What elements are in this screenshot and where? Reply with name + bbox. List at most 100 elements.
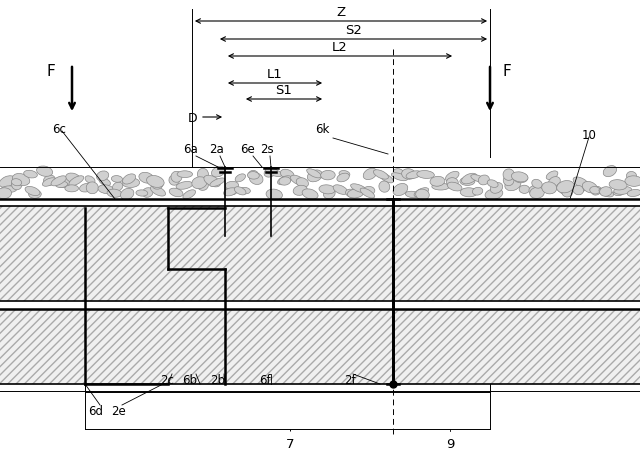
Ellipse shape <box>280 170 294 180</box>
Text: 6e: 6e <box>239 143 254 156</box>
Ellipse shape <box>307 169 321 178</box>
Ellipse shape <box>379 173 394 183</box>
Ellipse shape <box>136 190 148 197</box>
Ellipse shape <box>25 187 40 196</box>
Text: 2b: 2b <box>211 373 225 386</box>
Ellipse shape <box>379 181 390 193</box>
Text: L2: L2 <box>332 41 348 54</box>
Ellipse shape <box>351 184 367 193</box>
Ellipse shape <box>532 180 542 189</box>
Ellipse shape <box>445 172 459 182</box>
Ellipse shape <box>406 171 422 179</box>
Ellipse shape <box>150 187 166 197</box>
Bar <box>0 206 640 301</box>
Text: 6d: 6d <box>88 404 104 417</box>
Ellipse shape <box>183 190 196 200</box>
Ellipse shape <box>223 188 237 196</box>
Ellipse shape <box>123 175 136 185</box>
Ellipse shape <box>324 189 335 199</box>
Text: 6b: 6b <box>182 373 198 386</box>
Ellipse shape <box>98 185 114 194</box>
Ellipse shape <box>85 176 95 184</box>
Ellipse shape <box>541 182 557 194</box>
Ellipse shape <box>430 177 445 187</box>
Ellipse shape <box>291 176 305 186</box>
Text: 10: 10 <box>582 129 597 142</box>
Ellipse shape <box>460 178 475 186</box>
Ellipse shape <box>478 175 490 186</box>
Ellipse shape <box>171 172 182 183</box>
Text: F: F <box>46 64 55 79</box>
Text: 2a: 2a <box>209 143 223 156</box>
Ellipse shape <box>86 182 99 194</box>
Ellipse shape <box>415 190 429 200</box>
Ellipse shape <box>225 182 239 190</box>
Ellipse shape <box>373 170 388 180</box>
Ellipse shape <box>582 182 597 194</box>
Ellipse shape <box>393 169 403 175</box>
Ellipse shape <box>29 191 41 199</box>
Text: 2e: 2e <box>111 404 125 417</box>
Ellipse shape <box>614 187 632 195</box>
Text: 6c: 6c <box>52 123 66 136</box>
Ellipse shape <box>402 169 415 180</box>
Ellipse shape <box>519 186 529 194</box>
Text: 6f: 6f <box>259 373 271 386</box>
Text: L1: L1 <box>267 68 283 81</box>
Ellipse shape <box>514 174 528 183</box>
Text: S1: S1 <box>276 84 292 97</box>
Ellipse shape <box>176 182 193 190</box>
Ellipse shape <box>12 174 29 186</box>
Text: Z: Z <box>337 6 346 19</box>
Ellipse shape <box>414 188 429 197</box>
Ellipse shape <box>248 172 259 180</box>
Ellipse shape <box>557 184 573 196</box>
Ellipse shape <box>339 171 350 178</box>
Text: 6a: 6a <box>182 143 197 156</box>
Ellipse shape <box>573 178 589 189</box>
Ellipse shape <box>348 189 364 199</box>
Ellipse shape <box>530 188 545 199</box>
Ellipse shape <box>433 180 444 187</box>
Ellipse shape <box>66 174 81 184</box>
Ellipse shape <box>562 187 573 198</box>
Ellipse shape <box>447 178 458 188</box>
Ellipse shape <box>392 173 408 181</box>
Ellipse shape <box>169 189 183 197</box>
Bar <box>0 309 640 384</box>
Ellipse shape <box>460 188 477 197</box>
Ellipse shape <box>113 183 123 192</box>
Ellipse shape <box>503 176 514 186</box>
Ellipse shape <box>625 176 640 187</box>
Ellipse shape <box>472 188 483 196</box>
Ellipse shape <box>51 176 67 187</box>
Ellipse shape <box>111 176 122 183</box>
Ellipse shape <box>393 184 408 196</box>
Ellipse shape <box>417 171 435 179</box>
Ellipse shape <box>529 186 543 197</box>
Text: 2f: 2f <box>344 373 356 386</box>
Text: S2: S2 <box>345 24 362 37</box>
Ellipse shape <box>600 188 612 197</box>
Ellipse shape <box>204 176 220 188</box>
Ellipse shape <box>575 185 587 194</box>
Ellipse shape <box>293 186 307 196</box>
Ellipse shape <box>24 171 37 179</box>
Ellipse shape <box>360 188 374 199</box>
Ellipse shape <box>614 189 625 196</box>
Ellipse shape <box>461 174 477 184</box>
Ellipse shape <box>546 171 558 180</box>
Ellipse shape <box>79 184 93 193</box>
Ellipse shape <box>511 172 528 182</box>
Ellipse shape <box>471 175 486 183</box>
Ellipse shape <box>319 185 335 194</box>
Ellipse shape <box>591 187 602 196</box>
Ellipse shape <box>169 175 180 186</box>
Ellipse shape <box>122 179 140 188</box>
Ellipse shape <box>235 175 246 182</box>
Ellipse shape <box>0 176 15 188</box>
Ellipse shape <box>107 190 122 198</box>
Ellipse shape <box>589 187 600 194</box>
Ellipse shape <box>485 189 503 200</box>
Ellipse shape <box>405 192 420 198</box>
